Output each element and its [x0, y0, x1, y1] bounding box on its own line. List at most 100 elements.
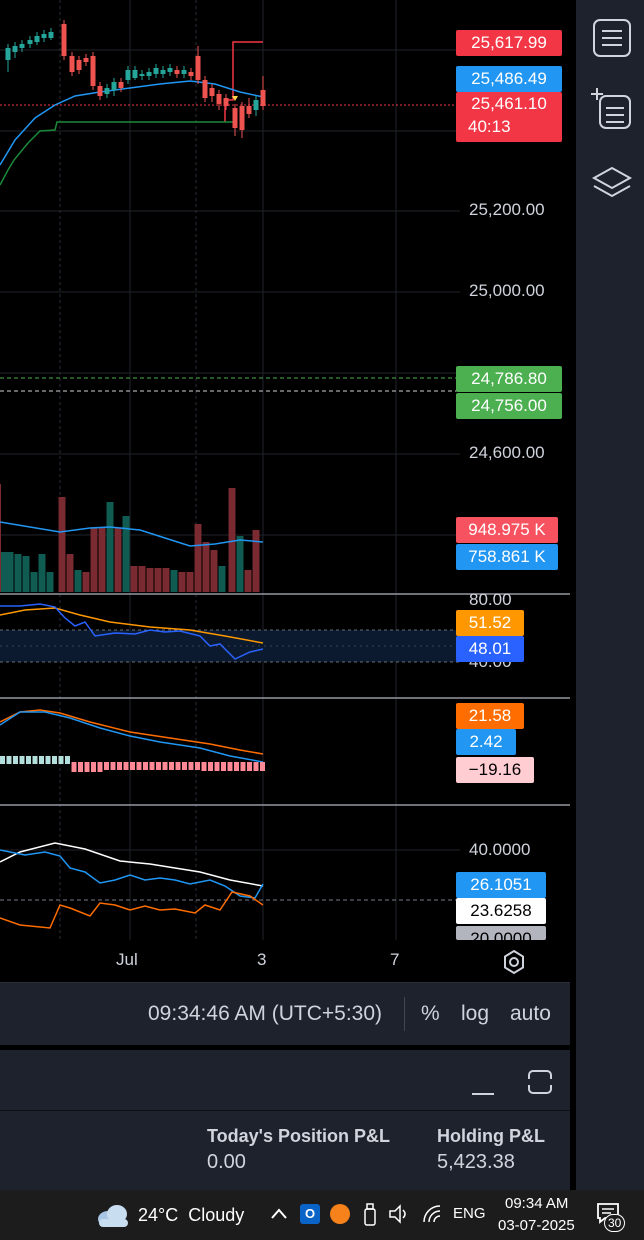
percent-toggle[interactable]: %: [421, 1002, 440, 1025]
volume-bar: [252, 530, 260, 592]
macd-hist-bar: [19, 756, 25, 764]
macd-hist-bar: [227, 762, 233, 771]
message-icon: [597, 1203, 619, 1224]
macd-hist-bar: [71, 762, 77, 772]
candlesticks: [5, 20, 266, 138]
app-tray-icon[interactable]: [330, 1204, 350, 1224]
candle-body: [5, 48, 11, 60]
taskbar-time[interactable]: 09:34 AM: [505, 1195, 569, 1212]
volume-bar: [146, 568, 154, 592]
dmi-plus-tag: 26.1051: [456, 872, 546, 898]
macd-hist-bar: [169, 762, 174, 770]
right-toolbar: [576, 0, 644, 1190]
dmi-adx-tag: 23.6258: [456, 898, 546, 924]
candle-body: [146, 72, 152, 76]
outlook-icon[interactable]: O: [300, 1204, 320, 1224]
volume-bar: [244, 570, 252, 592]
volume-bar: [210, 550, 218, 592]
volume-bar: [138, 566, 146, 592]
candle-body: [41, 34, 47, 38]
candle-body: [83, 58, 89, 62]
positions-panel: Today's Position P&L 0.00 Holding P&L 5,…: [0, 1050, 570, 1190]
language-indicator[interactable]: ENG: [453, 1205, 486, 1222]
volume-bar: [14, 554, 22, 592]
candle-body: [174, 70, 180, 74]
volume-bars: [0, 484, 260, 592]
candle-body: [69, 56, 75, 72]
candle-body: [118, 82, 124, 88]
macd-hist-bar: [130, 762, 135, 770]
layers-button[interactable]: [590, 162, 634, 206]
macd-hist-bar: [65, 756, 70, 764]
volume-bar: [154, 568, 162, 592]
wifi-icon[interactable]: [422, 1204, 442, 1224]
taskbar-date[interactable]: 03-07-2025: [498, 1217, 575, 1234]
gear-icon: [504, 949, 524, 975]
macd-hist-bar: [234, 762, 239, 771]
macd-hist-bar: [32, 756, 38, 764]
maximize-icon: [526, 1070, 554, 1094]
panel-divider: [0, 1110, 570, 1111]
macd-hist-bar: [45, 756, 51, 764]
volume-bar: [122, 516, 130, 592]
volume-bar: [82, 572, 90, 592]
macd-hist-bar: [188, 762, 194, 770]
auto-toggle[interactable]: auto: [510, 1002, 551, 1025]
windows-taskbar: 24°C Cloudy O ENG 09:34 AM 03-07-2025 30: [0, 1190, 644, 1240]
macd-hist-bar: [156, 762, 161, 770]
clock-readout[interactable]: 09:34:46 AM (UTC+5:30): [148, 1002, 383, 1025]
notification-button[interactable]: 30: [596, 1202, 630, 1232]
macd-hist-bar: [13, 756, 18, 764]
candle-body: [153, 68, 159, 74]
candle-body: [160, 70, 166, 74]
holding-pnl-label: Holding P&L: [437, 1126, 545, 1146]
tag-level-2: 24,756.00: [456, 393, 562, 419]
settings-button[interactable]: [500, 948, 528, 976]
macd-hist-bar: [214, 762, 220, 771]
candle-body: [34, 36, 40, 42]
chevron-up-icon[interactable]: [270, 1206, 288, 1222]
notification-count: 30: [604, 1214, 626, 1232]
cloud-icon: [98, 1205, 128, 1227]
rsi-scale-80: 80.00: [469, 590, 512, 609]
maximize-button[interactable]: [526, 1068, 554, 1096]
todays-pnl-value: 0.00: [207, 1151, 246, 1173]
macd-hist-bar: [97, 762, 103, 772]
layers-icon: [591, 166, 633, 198]
macd-hist-bar: [162, 762, 168, 770]
candle-body: [181, 70, 187, 74]
macd-hist-tag: −19.16: [456, 757, 534, 783]
candle-body: [232, 108, 238, 128]
add-watchlist-button[interactable]: [590, 88, 634, 132]
tag-ma: 25,486.49: [456, 66, 562, 92]
watchlist-button[interactable]: [590, 16, 634, 60]
minimize-button[interactable]: [470, 1074, 496, 1098]
candle-body: [239, 106, 245, 130]
volume-bar: [194, 524, 202, 592]
volume-bar: [74, 570, 82, 592]
volume-bar: [58, 497, 66, 592]
candle-body: [48, 32, 54, 38]
candle-body: [132, 70, 138, 78]
candle-body: [61, 24, 67, 56]
weather-widget[interactable]: 24°C Cloudy: [96, 1202, 246, 1230]
volume-bar: [22, 556, 30, 592]
macd-signal-tag: 21.58: [456, 703, 524, 729]
volume-bar: [114, 528, 122, 592]
candle-body: [12, 46, 18, 52]
log-toggle[interactable]: log: [461, 1002, 490, 1025]
macd-hist-bar: [195, 762, 200, 770]
candle-body: [27, 40, 33, 44]
macd-hist-bar: [78, 762, 83, 772]
volume-icon[interactable]: [388, 1204, 412, 1224]
candle-body: [167, 68, 173, 72]
usb-icon[interactable]: [363, 1203, 377, 1227]
volume-bar: [202, 542, 210, 592]
macd-hist-bar: [136, 762, 142, 770]
macd-hist-bar: [26, 756, 31, 764]
volume-ma-tag: 758.861 K: [456, 544, 558, 570]
chart-area[interactable]: [0, 0, 570, 982]
macd-hist-bar: [240, 762, 246, 771]
time-bar: 09:34:46 AM (UTC+5:30) % log auto: [0, 982, 570, 1045]
volume-bar: [228, 488, 236, 592]
